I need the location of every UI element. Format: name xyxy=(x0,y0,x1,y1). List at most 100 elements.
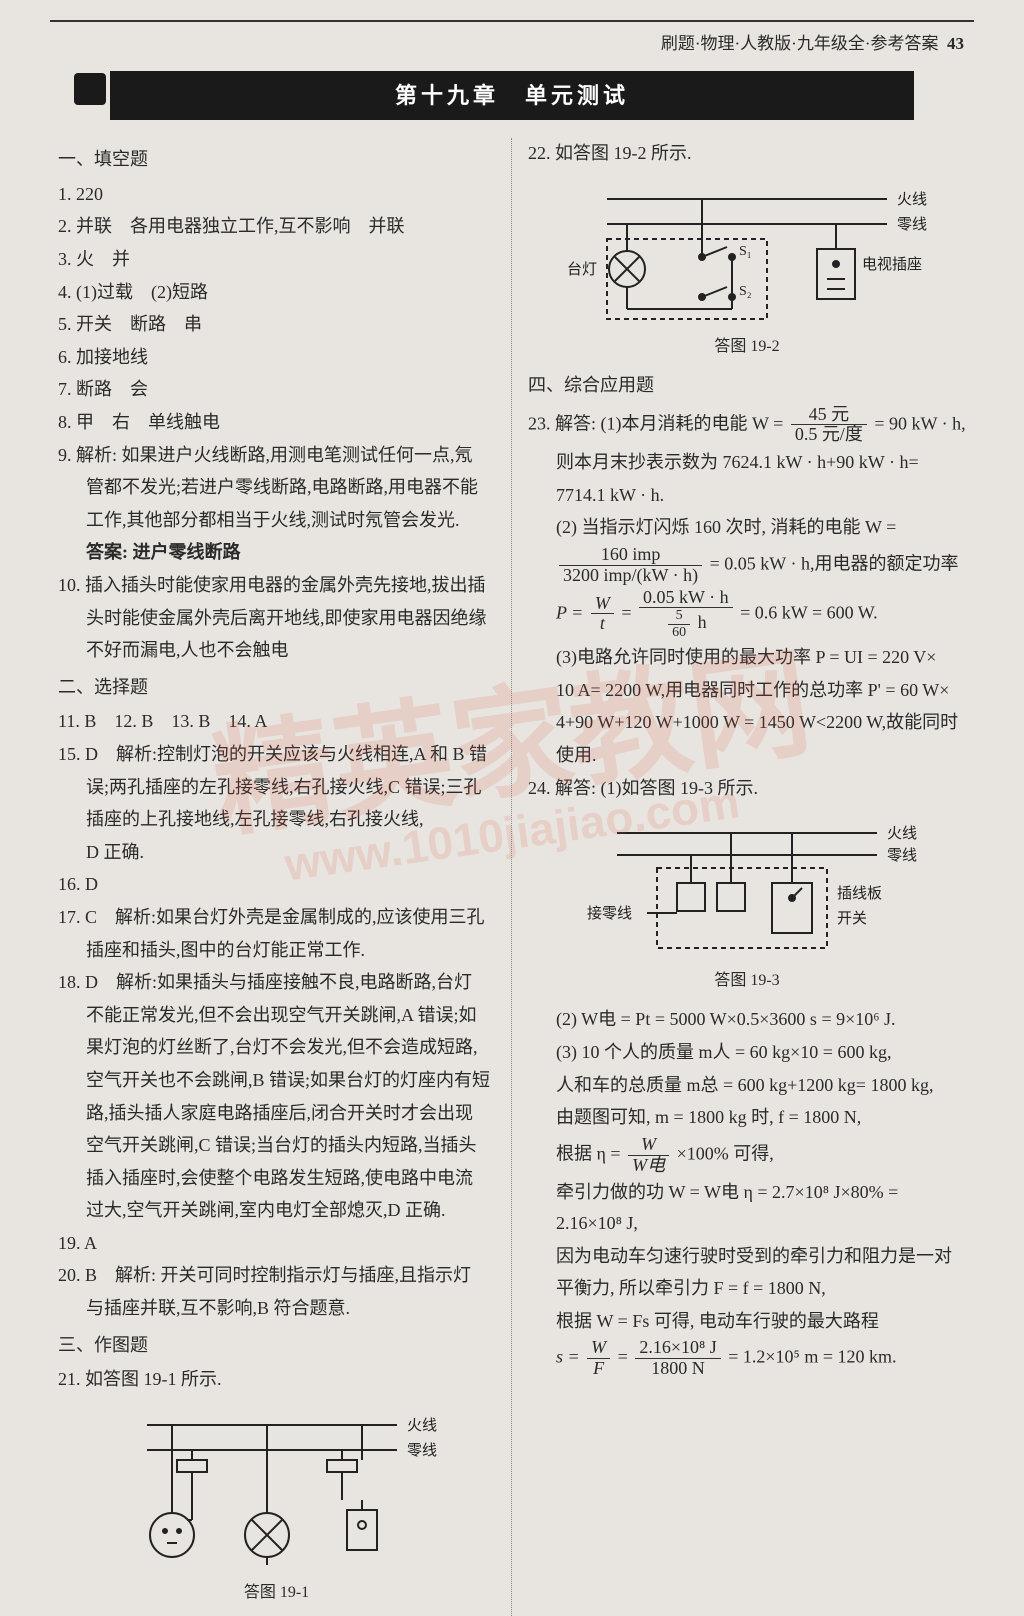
q24g: 牵引力做的功 W = W电 η = 2.7×10⁸ J×80% = 2.16×1… xyxy=(528,1177,966,1238)
q23f: P = W t = 0.05 kW · h 5 60 h = 0.6 kW = … xyxy=(528,588,966,641)
q24e: 由题图可知, m = 1800 kg 时, f = 1800 N, xyxy=(528,1102,966,1133)
q2: 2. 并联 各用电器独立工作,互不影响 并联 xyxy=(58,211,495,242)
q24f: 根据 η = W W电 ×100% 可得, xyxy=(528,1135,966,1176)
q15a: 15. D 解析:控制灯泡的开关应该与火线相连,A 和 B 错 xyxy=(58,739,495,770)
content-columns: 一、填空题 1. 220 2. 并联 各用电器独立工作,互不影响 并联 3. 火… xyxy=(50,138,974,1616)
fig2-lamp-label: 台灯 xyxy=(567,261,597,278)
fig2-fire-label: 火线 xyxy=(897,191,927,208)
q24k-num2: 2.16×10⁸ J xyxy=(635,1338,720,1359)
left-column: 一、填空题 1. 220 2. 并联 各用电器独立工作,互不影响 并联 3. 火… xyxy=(50,138,512,1616)
section-2-title: 二、选择题 xyxy=(58,672,495,703)
q15b: 误;两孔插座的左孔接零线,右孔接火线,C 错误;三孔 xyxy=(58,772,495,803)
q24a: 24. 解答: (1)如答图 19-3 所示. xyxy=(528,773,966,804)
q10c: 不好而漏电,人也不会触电 xyxy=(58,635,495,666)
q20a: 20. B 解析: 开关可同时控制指示灯与插座,且指示灯 xyxy=(58,1260,495,1291)
q21: 21. 如答图 19-1 所示. xyxy=(58,1364,495,1395)
fig3-label: 答图 19-3 xyxy=(528,967,966,994)
q23f-num2: 0.05 kW · h xyxy=(639,588,733,609)
right-column: 22. 如答图 19-2 所示. xyxy=(512,138,974,1616)
chapter-icon xyxy=(74,73,106,105)
section-4-title: 四、综合应用题 xyxy=(528,370,966,401)
fig3-switch-label: 开关 xyxy=(837,910,867,927)
q18h: 过大,空气开关跳闸,室内电灯全部熄灭,D 正确. xyxy=(58,1195,495,1226)
q23a: 23. 解答: (1)本月消耗的电能 W = 45 元 0.5 元/度 = 90… xyxy=(528,405,966,446)
q18b: 不能正常发光,但不会出现空气开关跳闸,A 错误;如 xyxy=(58,1000,495,1031)
q22: 22. 如答图 19-2 所示. xyxy=(528,138,966,169)
q23a-num: 45 元 xyxy=(791,405,867,426)
circuit-svg-1: 火线 零线 xyxy=(117,1405,437,1575)
q24i: 平衡力, 所以牵引力 F = f = 1800 N, xyxy=(528,1273,966,1304)
q23f-eq: = xyxy=(621,602,631,622)
figure-19-3: 火线 零线 插线板 开关 接零线 答图 19-3 xyxy=(528,813,966,994)
q11-14: 11. B 12. B 13. B 14. A xyxy=(58,706,495,737)
page-header: 刷题·物理·人教版·九年级全·参考答案 43 xyxy=(50,30,974,59)
q24h: 因为电动车匀速行驶时受到的牵引力和阻力是一对 xyxy=(528,1241,966,1272)
q23f-frac3: 5 60 xyxy=(668,608,690,640)
q23e-den: 3200 imp/(kW · h) xyxy=(559,566,702,586)
q16: 16. D xyxy=(58,869,495,900)
circuit-svg-3: 火线 零线 插线板 开关 接零线 xyxy=(547,813,947,963)
q18d: 空气开关也不会跳闸,B 错误;如果台灯的灯座内有短 xyxy=(58,1065,495,1096)
q9b: 管都不发光;若进户零线断路,电路断路,用电器不能 xyxy=(58,472,495,503)
chapter-bar: 第十九章 单元测试 xyxy=(110,71,914,120)
q23h: 10 A= 2200 W,用电器同时工作的总功率 P' = 60 W× xyxy=(528,675,966,706)
circuit-svg-2: 火线 零线 台灯 S₁ S₂ 电视插座 xyxy=(557,179,937,329)
q24f-num: W xyxy=(628,1135,669,1156)
page-number: 43 xyxy=(947,34,964,53)
q23a-post: = 90 kW · h, xyxy=(874,413,965,433)
q1: 1. 220 xyxy=(58,179,495,210)
q23e-frac: 160 imp 3200 imp/(kW · h) xyxy=(559,545,702,586)
q23f-den3: 60 xyxy=(668,625,690,640)
q15d: D 正确. xyxy=(58,837,495,868)
fig1-label: 答图 19-1 xyxy=(58,1579,495,1606)
q23c: 7714.1 kW · h. xyxy=(528,480,966,511)
fig2-s1-label: S₁ xyxy=(739,244,752,259)
q8: 8. 甲 右 单线触电 xyxy=(58,407,495,438)
q10a: 10. 插入插头时能使家用电器的金属外壳先接地,拔出插 xyxy=(58,570,495,601)
q23a-den: 0.5 元/度 xyxy=(791,425,867,445)
section-1-title: 一、填空题 xyxy=(58,144,495,175)
q23a-pre: 23. 解答: (1)本月消耗的电能 W = xyxy=(528,413,783,433)
fig3-ground-label: 接零线 xyxy=(587,905,632,922)
section-3-title: 三、作图题 xyxy=(58,1330,495,1361)
q6: 6. 加接地线 xyxy=(58,342,495,373)
q24k-pre: s = xyxy=(556,1347,580,1367)
q24k-f: F xyxy=(587,1359,610,1379)
chapter-title: 第十九章 单元测试 xyxy=(395,83,629,108)
q7: 7. 断路 会 xyxy=(58,374,495,405)
q18a: 18. D 解析:如果插头与插座接触不良,电路断路,台灯 xyxy=(58,967,495,998)
q23f-h: h xyxy=(693,612,707,632)
fig2-socket-label: 电视插座 xyxy=(862,256,922,273)
q24f-den: W电 xyxy=(628,1156,669,1176)
q9a: 9. 解析: 如果进户火线断路,用测电笔测试任何一点,氖 xyxy=(58,440,495,471)
figure-19-1: 火线 零线 答图 19-1 xyxy=(58,1405,495,1606)
q24f-pre: 根据 η = xyxy=(556,1143,621,1163)
q23j: 使用. xyxy=(528,740,966,771)
q23f-frac2: 0.05 kW · h 5 60 h xyxy=(639,588,733,641)
fig3-neutral-label: 零线 xyxy=(887,847,917,864)
fig3-board-label: 插线板 xyxy=(837,884,882,902)
q24d: 人和车的总质量 m总 = 600 kg+1200 kg= 1800 kg, xyxy=(528,1070,966,1101)
q24k-w: W xyxy=(587,1338,610,1359)
q23e: 160 imp 3200 imp/(kW · h) = 0.05 kW · h,… xyxy=(528,545,966,586)
q23i: 4+90 W+120 W+1000 W = 1450 W<2200 W,故能同时 xyxy=(528,707,966,738)
q23d: (2) 当指示灯闪烁 160 次时, 消耗的电能 W = xyxy=(528,512,966,543)
q24k-frac2: 2.16×10⁸ J 1800 N xyxy=(635,1338,720,1379)
q23f-t: t xyxy=(591,614,614,634)
q23f-num3: 5 xyxy=(668,608,690,624)
q3: 3. 火 并 xyxy=(58,244,495,275)
header-text: 刷题·物理·人教版·九年级全·参考答案 xyxy=(661,34,939,53)
q19: 19. A xyxy=(58,1228,495,1259)
q18c: 果灯泡的灯丝断了,台灯不会发光,但不会造成短路, xyxy=(58,1032,495,1063)
q24k-frac1: W F xyxy=(587,1338,610,1379)
q23e-post: = 0.05 kW · h,用电器的额定功率 xyxy=(710,553,959,573)
q24k-post: = 1.2×10⁵ m = 120 km. xyxy=(728,1347,896,1367)
q24b: (2) W电 = Pt = 5000 W×0.5×3600 s = 9×10⁶ … xyxy=(528,1004,966,1035)
q20b: 与插座并联,互不影响,B 符合题意. xyxy=(58,1293,495,1324)
q5: 5. 开关 断路 串 xyxy=(58,309,495,340)
q24j: 根据 W = Fs 可得, 电动车行驶的最大路程 xyxy=(528,1306,966,1337)
fig1-fire-label: 火线 xyxy=(407,1417,437,1434)
header-rule xyxy=(50,20,974,22)
q17a: 17. C 解析:如果台灯外壳是金属制成的,应该使用三孔 xyxy=(58,902,495,933)
q24k-den2: 1800 N xyxy=(635,1359,720,1379)
